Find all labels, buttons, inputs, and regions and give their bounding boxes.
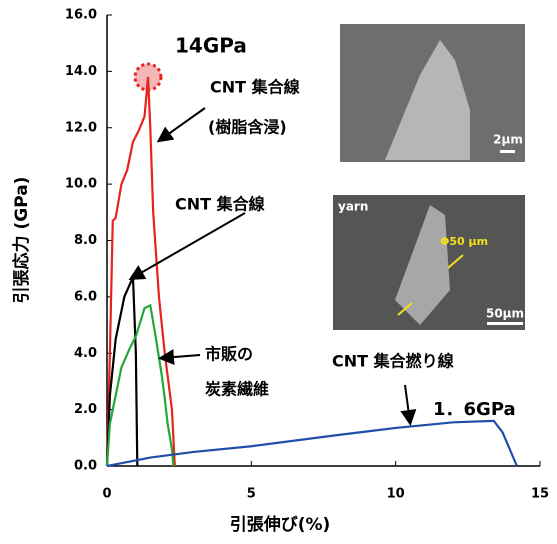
scale-bar xyxy=(487,322,523,325)
x-tick-label: 5 xyxy=(247,487,256,502)
annotation: 1．6GPa xyxy=(433,399,516,420)
annotation: CNT 集合撚り線 xyxy=(332,352,454,371)
page: {"chart_data": {"type": "line", "xlabel"… xyxy=(0,0,557,544)
x-tick-label: 15 xyxy=(531,487,549,502)
x-axis-label: 引張伸び(%) xyxy=(230,514,331,535)
x-tick-label: 10 xyxy=(387,487,405,502)
inset-label: 50μm xyxy=(486,307,524,321)
arrow xyxy=(162,355,200,358)
annotation: 14GPa xyxy=(175,34,247,58)
arrow xyxy=(405,385,410,422)
y-tick-label: 2.0 xyxy=(74,402,97,417)
y-tick-label: 16.0 xyxy=(65,8,97,23)
y-tick-label: 0.0 xyxy=(74,459,97,474)
annotation: 炭素繊維 xyxy=(205,380,269,399)
y-tick-label: 14.0 xyxy=(65,64,97,79)
annotation: (樹脂含浸) xyxy=(208,118,287,137)
chart: 引張伸び(%) 引張応力 (GPa) 0.0 2.0 4.0 6.0 8.0 10.0 12… xyxy=(0,0,557,544)
y-tick-label: 10.0 xyxy=(65,177,97,192)
inset-label: yarn xyxy=(338,200,368,214)
y-axis-label: 引張応力 (GPa) xyxy=(11,177,32,304)
arrow xyxy=(160,108,205,140)
inset-label: Φ50 μm xyxy=(440,235,488,248)
inset-label: 2μm xyxy=(493,133,523,147)
y-tick-label: 12.0 xyxy=(65,120,97,135)
scale-bar xyxy=(500,150,515,153)
y-tick-label: 8.0 xyxy=(74,233,97,248)
x-tick-label: 0 xyxy=(102,487,111,502)
y-tick-label: 6.0 xyxy=(74,289,97,304)
arrow xyxy=(132,213,245,278)
y-tick-label: 4.0 xyxy=(74,346,97,361)
annotation: CNT 集合線 xyxy=(175,195,265,214)
annotation: CNT 集合線 xyxy=(210,78,300,97)
annotation: 市販の xyxy=(205,345,253,364)
series-line xyxy=(107,77,175,466)
